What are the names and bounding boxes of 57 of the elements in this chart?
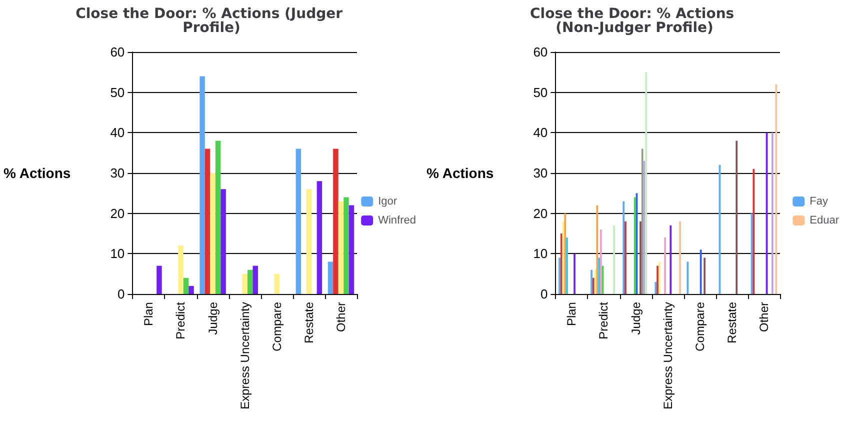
y-tick-label: 20 (533, 206, 548, 221)
x-tick-label: Plan (142, 302, 156, 326)
bar (210, 173, 216, 294)
bar (156, 266, 162, 294)
y-tick-label: 40 (533, 125, 548, 140)
bar (242, 274, 248, 294)
y-axis-title: % Actions (426, 165, 494, 181)
x-tick-label: Compare (270, 302, 284, 352)
y-tick-label: 10 (110, 246, 125, 262)
bar (215, 140, 221, 294)
legend-label: Fay (810, 196, 828, 208)
chart-title: Close the Door: % Actions (Judger Profile) (76, 6, 348, 36)
bar (316, 181, 322, 294)
y-tick-label: 60 (110, 44, 125, 60)
x-tick-label: Restate (724, 302, 739, 344)
x-tick-label: Plan (564, 302, 579, 326)
bar (328, 262, 334, 294)
bar (333, 148, 338, 294)
bar (178, 246, 184, 294)
x-tick-label: Predict (174, 301, 188, 340)
bar (252, 266, 258, 294)
bar (306, 189, 312, 294)
y-tick-label: 20 (110, 206, 125, 221)
x-tick-label: Express Uncertainty (238, 302, 252, 410)
y-tick-label: 50 (110, 84, 125, 100)
bar (188, 286, 194, 294)
bar (204, 148, 210, 294)
y-tick-label: 50 (533, 84, 548, 100)
bar (344, 197, 349, 294)
y-tick-label: 40 (110, 125, 125, 140)
bar (296, 148, 302, 294)
bar (247, 270, 253, 294)
x-tick-label: Restate (302, 302, 316, 344)
x-tick-label: Other (756, 302, 771, 332)
y-tick-label: 10 (533, 246, 548, 262)
legend-label: Igor (378, 196, 398, 208)
y-tick-label: 0 (540, 286, 548, 302)
bar (348, 205, 354, 294)
y-axis-title: % Actions (4, 165, 71, 181)
bar (220, 189, 226, 294)
y-tick-label: 0 (117, 286, 125, 302)
y-tick-label: 30 (110, 166, 125, 180)
chart-title: Close the Door: % Actions (Non-Judger Profile) (530, 6, 739, 36)
x-tick-label: Judge (206, 302, 220, 335)
x-tick-label: Predict (596, 301, 611, 340)
x-tick-label: Express Uncertainty (660, 302, 675, 410)
legend-label: Eduar (810, 214, 840, 226)
bar (274, 274, 280, 294)
x-tick-label: Judge (628, 302, 643, 335)
legend-label: Winfred (378, 214, 416, 226)
bar (338, 201, 344, 294)
bar (200, 76, 205, 294)
x-tick-label: Compare (692, 302, 707, 352)
x-tick-label: Other (334, 302, 348, 332)
y-tick-label: 30 (533, 166, 548, 180)
y-tick-label: 60 (533, 44, 548, 60)
bar (183, 278, 189, 294)
